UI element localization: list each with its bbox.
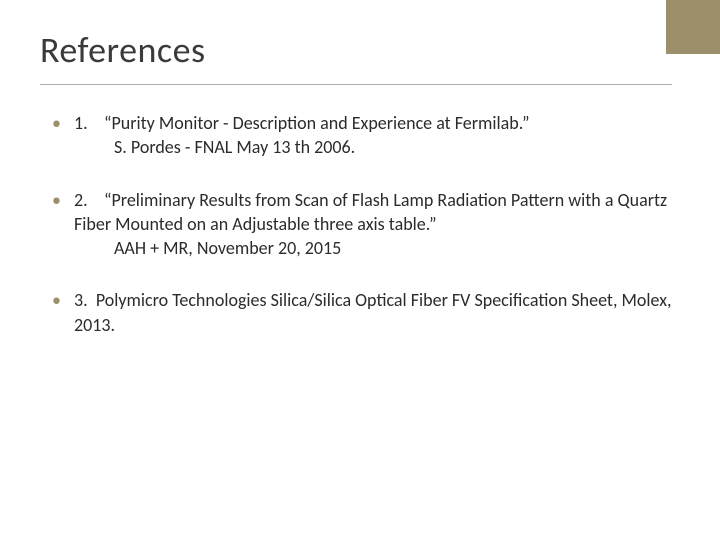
reference-title: “Purity Monitor - Description and Experi… [104, 112, 530, 134]
reference-title: “Preliminary Results from Scan of Flash … [74, 189, 667, 235]
reference-item: 3. Polymicro Technologies Silica/Silica … [52, 288, 672, 337]
reference-number: 2. [74, 189, 88, 211]
slide-body: References 1. “Purity Monitor - Descript… [0, 0, 720, 337]
reference-number: 3. [74, 289, 88, 311]
reference-number: 1. [74, 112, 88, 134]
slide-title: References [40, 28, 672, 85]
reference-author: AAH + MR, November 20, 2015 [74, 236, 672, 260]
references-list: 1. “Purity Monitor - Description and Exp… [40, 111, 672, 337]
accent-bar [666, 0, 720, 54]
reference-item: 1. “Purity Monitor - Description and Exp… [52, 111, 672, 160]
reference-author: S. Pordes - FNAL May 13 th 2006. [74, 135, 672, 159]
reference-title: Polymicro Technologies Silica/Silica Opt… [74, 289, 672, 335]
reference-item: 2. “Preliminary Results from Scan of Fla… [52, 188, 672, 261]
